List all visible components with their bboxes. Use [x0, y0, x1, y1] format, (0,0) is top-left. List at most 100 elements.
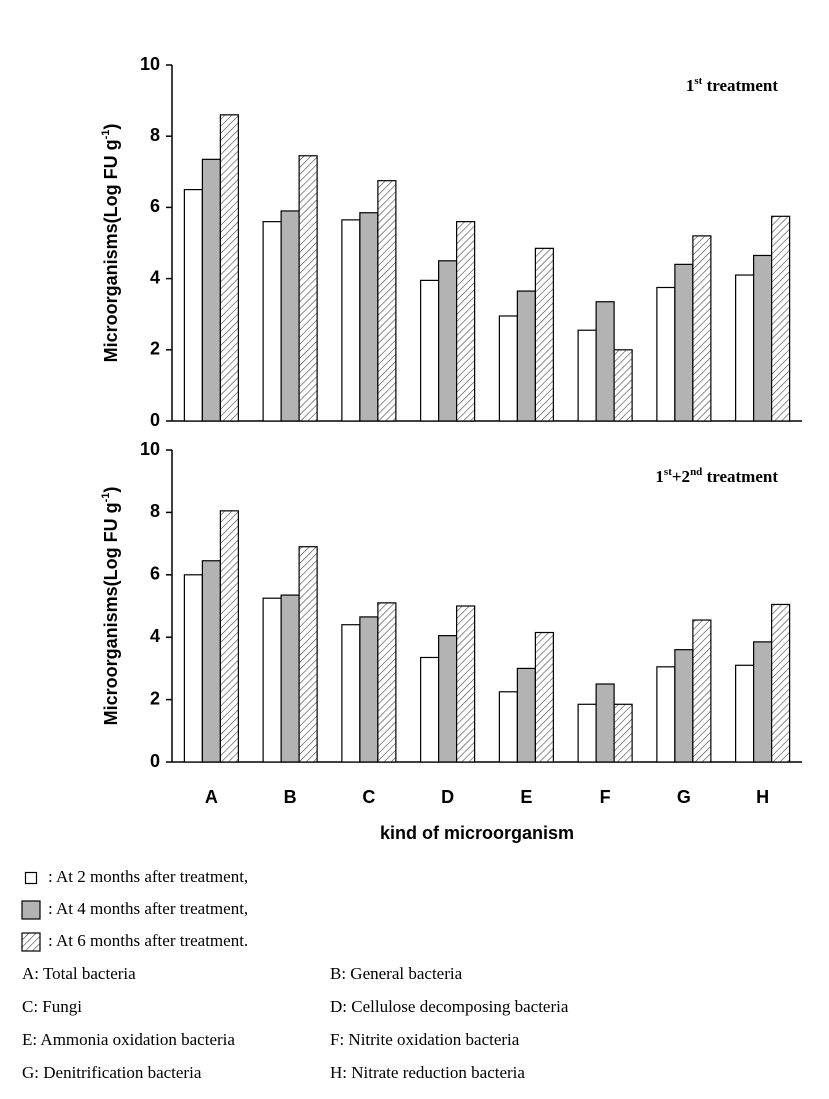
- bar: [771, 603, 791, 763]
- bar: [298, 546, 318, 763]
- annotation: 1st treatment: [686, 75, 778, 95]
- bar: [498, 691, 518, 763]
- bar: [753, 641, 773, 763]
- bar: [456, 221, 476, 422]
- bar: [656, 666, 676, 763]
- bar: [692, 235, 712, 422]
- legend-swatch: [21, 932, 41, 952]
- bar: [516, 667, 536, 763]
- y-axis-label-part: Microorganisms(Log FU g: [101, 139, 121, 362]
- bar: [183, 189, 203, 422]
- y-axis-label-part: Microorganisms(Log FU g: [101, 502, 121, 725]
- bar: [377, 180, 397, 422]
- bar: [280, 210, 300, 422]
- x-tick-label: F: [600, 787, 611, 807]
- y-tick-label: 8: [150, 501, 160, 521]
- y-tick-label: 0: [150, 751, 160, 771]
- key-item: F: Nitrite oxidation bacteria: [330, 1030, 520, 1049]
- y-axis-label: Microorganisms(Log FU g-1): [100, 124, 121, 363]
- bar: [201, 158, 221, 422]
- bar: [341, 219, 361, 422]
- key-item: G: Denitrification bacteria: [22, 1063, 202, 1082]
- bar: [341, 624, 361, 763]
- y-tick-label: 6: [150, 564, 160, 584]
- bar: [438, 260, 458, 422]
- annotation-part: +2: [672, 467, 690, 486]
- bar: [674, 649, 694, 763]
- y-tick-label: 4: [150, 267, 160, 287]
- bar: [438, 635, 458, 763]
- y-tick-label: 10: [140, 439, 160, 459]
- bar: [534, 631, 554, 763]
- key-item: C: Fungi: [22, 997, 82, 1016]
- bar: [577, 703, 597, 763]
- y-tick-label: 2: [150, 339, 160, 359]
- bar: [456, 605, 476, 763]
- x-tick-label: A: [205, 787, 218, 807]
- bar: [595, 683, 615, 763]
- bar: [577, 329, 597, 422]
- bar: [613, 703, 633, 763]
- legend-swatch: [24, 871, 38, 885]
- bar: [359, 616, 379, 763]
- legend-swatch: [21, 900, 41, 920]
- annotation-part: nd: [690, 466, 702, 478]
- bar: [753, 254, 773, 422]
- legend-label: : At 4 months after treatment,: [48, 899, 248, 918]
- key-item: H: Nitrate reduction bacteria: [330, 1063, 525, 1082]
- y-axis-label-part: ): [101, 487, 121, 493]
- y-tick-label: 4: [150, 626, 160, 646]
- bar: [280, 594, 300, 763]
- bar: [359, 212, 379, 422]
- annotation-part: st: [664, 466, 672, 478]
- bar: [771, 215, 791, 422]
- y-axis-label-part: ): [101, 124, 121, 130]
- bar: [420, 656, 440, 763]
- legend-label: : At 6 months after treatment.: [48, 931, 248, 950]
- y-tick-label: 8: [150, 125, 160, 145]
- bar: [262, 221, 282, 422]
- key-item: E: Ammonia oxidation bacteria: [22, 1030, 235, 1049]
- bar: [420, 279, 440, 422]
- bar: [498, 315, 518, 422]
- bar: [298, 155, 318, 422]
- bar: [674, 263, 694, 422]
- bar: [183, 574, 203, 763]
- key-item: D: Cellulose decomposing bacteria: [330, 997, 569, 1016]
- annotation: 1st+2nd treatment: [655, 466, 778, 486]
- y-axis-label: Microorganisms(Log FU g-1): [100, 487, 121, 726]
- key-item: A: Total bacteria: [22, 964, 136, 983]
- y-axis-label-part: -1: [100, 130, 112, 140]
- x-tick-label: D: [441, 787, 454, 807]
- legend-label: : At 2 months after treatment,: [48, 867, 248, 886]
- annotation-part: treatment: [702, 467, 778, 486]
- bar: [516, 290, 536, 422]
- x-tick-label: C: [362, 787, 375, 807]
- x-tick-label: B: [284, 787, 297, 807]
- annotation-part: 1: [686, 76, 695, 95]
- bar: [595, 301, 615, 422]
- annotation-part: treatment: [702, 76, 778, 95]
- y-tick-label: 10: [140, 54, 160, 74]
- bar: [534, 247, 554, 422]
- y-tick-label: 2: [150, 688, 160, 708]
- bar: [262, 597, 282, 763]
- bar: [219, 510, 239, 763]
- x-axis-label: kind of microorganism: [380, 823, 574, 843]
- y-tick-label: 6: [150, 196, 160, 216]
- x-tick-label: G: [677, 787, 691, 807]
- bar: [377, 602, 397, 763]
- bar: [735, 664, 755, 763]
- bar: [613, 349, 633, 422]
- annotation-part: st: [694, 75, 702, 87]
- x-tick-label: E: [520, 787, 532, 807]
- bar: [656, 286, 676, 422]
- bar: [219, 114, 239, 422]
- bar: [201, 560, 221, 763]
- bar: [735, 274, 755, 422]
- y-axis-label-part: -1: [100, 493, 112, 503]
- annotation-part: 1: [655, 467, 664, 486]
- bar: [692, 619, 712, 763]
- x-tick-label: H: [756, 787, 769, 807]
